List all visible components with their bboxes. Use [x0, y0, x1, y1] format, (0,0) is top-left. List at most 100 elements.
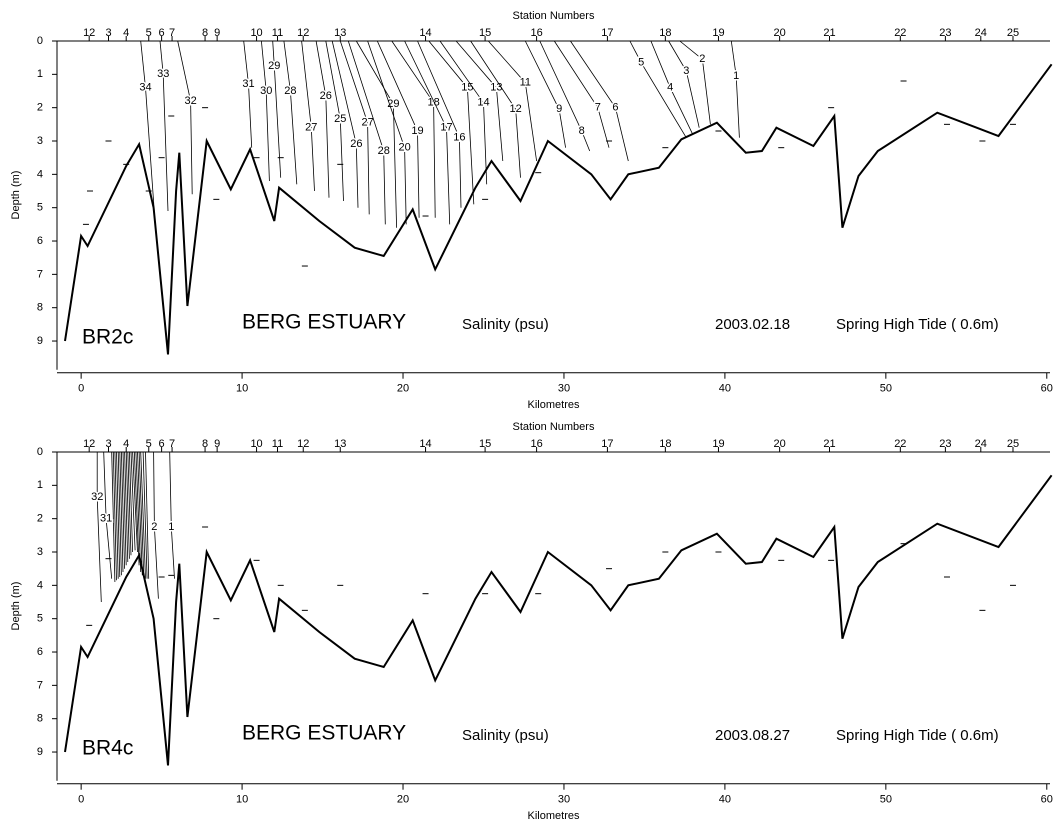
contour-line — [111, 451, 116, 583]
date: 2003.02.18 — [715, 316, 790, 333]
x-tick-label: 0 — [78, 794, 84, 806]
contour-line — [553, 40, 610, 148]
station-label: 10 — [250, 27, 262, 39]
y-axis-label: Depth (m) — [10, 582, 22, 631]
panel-label: BR2c — [82, 326, 133, 349]
station-label: 24 — [975, 438, 987, 450]
contour-line — [730, 40, 740, 138]
station-label: 25 — [1007, 27, 1019, 39]
contour-label: 1 — [733, 70, 739, 82]
contour-label: 4 — [667, 82, 673, 94]
contour-label: 19 — [411, 125, 423, 137]
y-tick-label: 1 — [37, 479, 43, 491]
bottom-profile — [64, 474, 1053, 766]
contour-line — [439, 40, 488, 185]
contour-line — [135, 451, 142, 573]
contour-label: 33 — [157, 68, 169, 80]
y-tick-label: 0 — [37, 35, 43, 47]
station-label: 24 — [975, 27, 987, 39]
contour-line — [122, 451, 127, 566]
panel-title: BERG ESTUARY — [242, 311, 406, 334]
contour-line — [428, 40, 475, 205]
bottom-profile — [64, 63, 1053, 355]
station-label: 25 — [1007, 438, 1019, 450]
contour-line — [169, 451, 175, 579]
contour-line — [137, 451, 143, 576]
contour-line — [325, 40, 344, 202]
contour-label: 7 — [595, 102, 601, 114]
station-label: 23 — [939, 438, 951, 450]
contour-line — [114, 451, 119, 579]
x-tick-label: 60 — [1041, 383, 1053, 395]
contour-label: 26 — [320, 90, 332, 102]
contour-line — [138, 451, 145, 579]
y-tick-label: 3 — [37, 135, 43, 147]
x-tick-label: 50 — [880, 794, 892, 806]
contour-line — [177, 40, 193, 195]
contour-line — [125, 451, 130, 559]
station-label: 9 — [214, 27, 220, 39]
tide: Spring High Tide ( 0.6m) — [836, 727, 999, 744]
x-tick-label: 30 — [558, 383, 570, 395]
station-label: 4 — [123, 27, 129, 39]
y-tick-label: 4 — [37, 168, 43, 180]
station-label: 14 — [419, 438, 431, 450]
y-tick-label: 1 — [37, 68, 43, 80]
contour-label: 29 — [387, 98, 399, 110]
station-label: 16 — [530, 438, 542, 450]
contour-line — [488, 40, 537, 162]
station-label: 6 — [159, 438, 165, 450]
y-tick-label: 2 — [37, 102, 43, 114]
station-label: 21 — [823, 438, 835, 450]
station-label: 4 — [123, 438, 129, 450]
station-label: 19 — [712, 27, 724, 39]
variable: Salinity (psu) — [462, 727, 549, 744]
contour-label: 31 — [242, 78, 254, 90]
station-label: 13 — [334, 438, 346, 450]
station-label: 17 — [601, 438, 613, 450]
y-tick-label: 7 — [37, 268, 43, 280]
y-tick-label: 0 — [37, 446, 43, 458]
contour-line — [133, 451, 140, 566]
contour-label: 16 — [453, 132, 465, 144]
station-label: 11 — [272, 27, 283, 39]
x-tick-label: 60 — [1041, 794, 1053, 806]
station-label: 8 — [202, 438, 208, 450]
station-label: 18 — [659, 438, 671, 450]
y-tick-label: 7 — [37, 679, 43, 691]
panel-title: BERG ESTUARY — [242, 722, 406, 745]
y-tick-label: 9 — [37, 746, 43, 758]
contour-label: 1 — [168, 521, 174, 533]
contour-line — [455, 40, 504, 162]
contour-label: 2 — [699, 53, 705, 65]
y-tick-label: 6 — [37, 646, 43, 658]
x-tick-label: 20 — [397, 383, 409, 395]
contour-label: 30 — [260, 85, 272, 97]
contour-line — [243, 40, 253, 148]
contour-label: 13 — [490, 82, 502, 94]
contour-line — [153, 451, 159, 599]
contour-label: 28 — [378, 145, 390, 157]
station-label: 11 — [272, 438, 283, 450]
contour-label: 27 — [305, 122, 317, 134]
station-label: 15 — [479, 27, 491, 39]
contour-line — [140, 40, 156, 225]
station-label: 22 — [894, 27, 906, 39]
contour-line — [668, 40, 700, 128]
x-axis-label: Kilometres — [528, 399, 580, 411]
x-tick-label: 0 — [78, 383, 84, 395]
variable: Salinity (psu) — [462, 316, 549, 333]
contour-line — [315, 40, 330, 198]
contour-label: 34 — [139, 82, 151, 94]
station-label: 12 — [297, 27, 309, 39]
contour-line — [261, 40, 270, 182]
contour-line — [404, 40, 451, 225]
station-label: 18 — [659, 27, 671, 39]
y-tick-label: 4 — [37, 579, 43, 591]
contour-label: 28 — [284, 85, 296, 97]
contour-line — [159, 40, 169, 212]
x-tick-label: 20 — [397, 794, 409, 806]
station-label: 16 — [530, 27, 542, 39]
